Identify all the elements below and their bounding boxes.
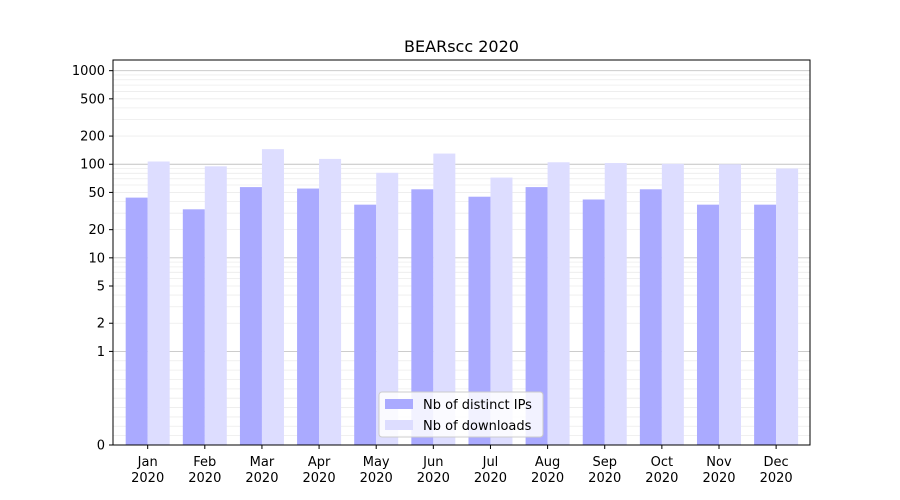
y-tick-label: 2 xyxy=(97,317,105,332)
bar-distinct-ips xyxy=(582,199,605,445)
bar-distinct-ips xyxy=(411,189,434,445)
bar-distinct-ips xyxy=(354,204,377,445)
y-tick-label: 20 xyxy=(88,223,105,238)
bar-distinct-ips xyxy=(639,189,662,445)
x-tick-label: Jan 2020 xyxy=(131,455,164,486)
x-tick-label: May 2020 xyxy=(360,455,393,486)
legend-box xyxy=(378,391,544,438)
x-tick-label: Aug 2020 xyxy=(531,455,564,486)
bar-distinct-ips xyxy=(468,196,491,445)
bar-downloads xyxy=(433,153,456,446)
bar-distinct-ips xyxy=(525,187,548,445)
y-tick-label: 1 xyxy=(97,345,105,360)
legend[interactable]: Nb of distinct IPs Nb of downloads xyxy=(378,391,544,438)
y-tick-label: 100 xyxy=(80,158,105,173)
bar-distinct-ips xyxy=(754,204,777,445)
x-tick-label: Nov 2020 xyxy=(702,455,735,486)
bars-layer xyxy=(125,149,799,446)
legend-swatch xyxy=(385,420,413,430)
y-tick-label: 0 xyxy=(97,439,105,454)
bar-distinct-ips xyxy=(297,188,320,445)
y-tick-label: 50 xyxy=(88,186,105,201)
chart-title: BEARscc 2020 xyxy=(404,37,519,56)
y-tick-label: 5 xyxy=(97,280,105,295)
y-axis: 0 1 2 5 10 20 50 100 200 500 1000 xyxy=(72,64,113,454)
bar-distinct-ips xyxy=(696,204,719,445)
grid-layer xyxy=(113,70,810,437)
x-tick-label: Jul 2020 xyxy=(474,455,507,486)
bar-downloads xyxy=(547,162,570,446)
bar-distinct-ips xyxy=(125,197,148,445)
legend-swatch xyxy=(385,399,413,409)
x-tick-label: Mar 2020 xyxy=(245,455,278,486)
bar-downloads xyxy=(490,177,513,446)
bar-downloads xyxy=(147,161,170,445)
bar-downloads xyxy=(319,158,342,446)
bar-downloads xyxy=(376,172,399,445)
x-tick-label: Jun 2020 xyxy=(417,455,450,486)
x-tick-label: Apr 2020 xyxy=(303,455,336,486)
bar-downloads xyxy=(261,149,284,445)
x-tick-label: Feb 2020 xyxy=(188,455,221,486)
legend-label: Nb of downloads xyxy=(423,419,532,434)
bar-distinct-ips xyxy=(182,209,205,445)
x-axis: Jan 2020 Feb 2020 Mar 2020 Apr 2020 May 2020 Jun 20… xyxy=(131,445,793,486)
y-tick-label: 10 xyxy=(88,251,105,266)
legend-label: Nb of distinct IPs xyxy=(423,398,532,413)
y-tick-label: 500 xyxy=(80,92,105,107)
bar-downloads xyxy=(204,166,227,445)
y-tick-label: 200 xyxy=(80,130,105,145)
bar-downloads xyxy=(604,163,627,445)
bar-distinct-ips xyxy=(239,187,262,445)
bar-downloads xyxy=(661,163,684,445)
bar-downloads xyxy=(776,168,799,445)
x-tick-label: Sep 2020 xyxy=(588,455,621,486)
y-tick-label: 1000 xyxy=(72,64,105,79)
bar-downloads xyxy=(718,164,741,445)
plot-frame xyxy=(112,59,811,446)
x-tick-label: Oct 2020 xyxy=(645,455,678,486)
x-tick-label: Dec 2020 xyxy=(760,455,793,486)
